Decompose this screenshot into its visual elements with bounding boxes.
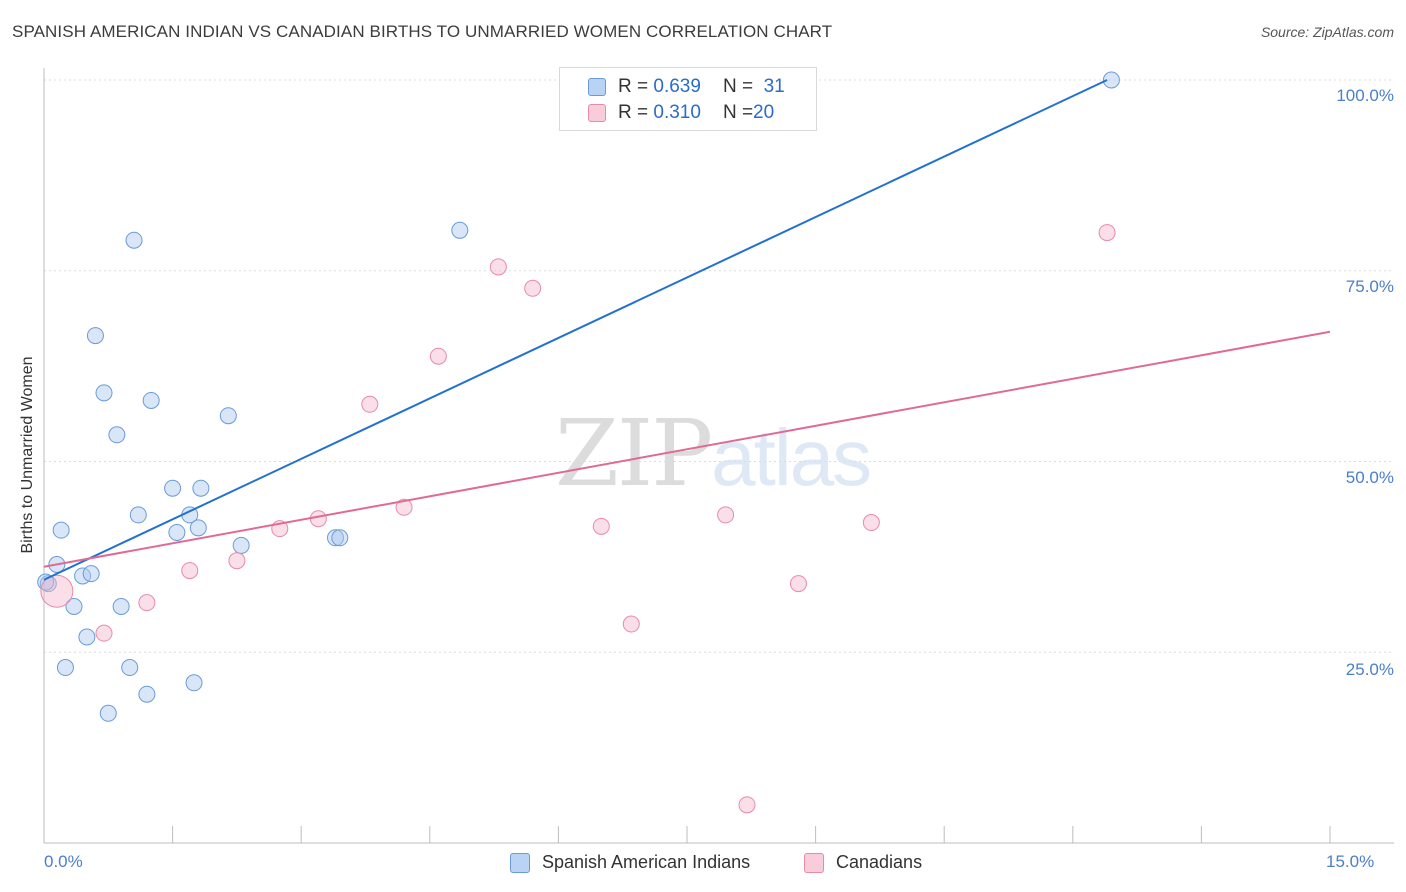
blue-point-8 (86, 327, 104, 345)
blue-point-14 (125, 231, 143, 249)
chart-title: SPANISH AMERICAN INDIAN VS CANADIAN BIRT… (12, 22, 833, 41)
blue-point-16 (138, 685, 156, 703)
y-tick-label-50: 50.0% (1345, 468, 1394, 487)
legend-swatch-blue (588, 78, 606, 96)
blue-point-18 (164, 479, 182, 497)
x-tick-label-min: 0.0% (44, 852, 83, 871)
legend-n-value: 31 (763, 76, 785, 97)
blue-point-3 (56, 659, 74, 677)
pink-point-2 (138, 594, 156, 612)
legend-r-label: R = (618, 102, 649, 123)
blue-trend-line (43, 79, 1108, 581)
legend-row-blue: R = 0.639 N = 31 (588, 75, 785, 99)
watermark: ZIPatlas (555, 400, 872, 507)
blue-point-13 (121, 659, 139, 677)
blue-point-6 (78, 628, 96, 646)
source-credit: Source: ZipAtlas.com (1260, 24, 1394, 40)
y-tick-label-100: 100.0% (1336, 86, 1394, 105)
y-axis-label: Births to Unmarried Women (19, 356, 36, 554)
blue-point-10 (99, 704, 117, 722)
pink-point-11 (524, 279, 542, 297)
pink-point-9 (429, 347, 447, 365)
pink-point-18 (1098, 224, 1116, 242)
blue-point-11 (108, 426, 126, 444)
legend-n-label: N = (722, 102, 754, 123)
blue-point-29 (1102, 71, 1120, 89)
legend-n-label: N = (722, 76, 754, 97)
blue-point-12 (112, 597, 130, 615)
watermark-atlas: atlas (711, 413, 872, 502)
x-tick-label-max: 15.0% (1326, 852, 1375, 871)
pink-point-10 (489, 258, 507, 276)
pink-point-14 (717, 506, 735, 524)
blue-point-25 (232, 536, 250, 554)
pink-point-17 (862, 514, 880, 532)
pink-point-15 (738, 796, 756, 814)
pink-trend-line (43, 330, 1331, 568)
blue-point-15 (129, 506, 147, 524)
legend-r-value: 0.639 (653, 76, 701, 97)
blue-point-9 (95, 384, 113, 402)
pink-point-7 (361, 395, 379, 413)
bottom-legend-swatch-blue (510, 852, 530, 873)
blue-point-27 (331, 529, 349, 547)
pink-point-13 (622, 615, 640, 633)
pink-point-3 (181, 562, 199, 580)
blue-point-4 (65, 597, 83, 615)
bottom-legend-blue: Spanish American Indians (510, 852, 750, 873)
blue-point-22 (189, 519, 207, 537)
blue-point-17 (142, 391, 160, 409)
pink-point-16 (789, 575, 807, 593)
blue-point-28 (451, 221, 469, 239)
legend-r-label: R = (618, 76, 649, 97)
legend-r-value: 0.310 (653, 102, 701, 123)
blue-point-23 (192, 479, 210, 497)
blue-point-2 (52, 521, 70, 539)
blue-point-24 (219, 407, 237, 425)
bottom-legend-label-blue: Spanish American Indians (542, 852, 751, 872)
y-tick-label-25: 25.0% (1345, 660, 1394, 679)
pink-point-1 (95, 624, 113, 642)
legend-n-value: 20 (753, 102, 775, 123)
pink-point-4 (228, 552, 246, 570)
bottom-legend-pink: Canadians (804, 852, 922, 873)
pink-point-12 (592, 517, 610, 535)
bottom-legend-label-pink: Canadians (836, 852, 923, 872)
pink-point-6 (309, 510, 327, 528)
pink-point-8 (395, 498, 413, 516)
y-tick-label-75: 75.0% (1345, 277, 1394, 296)
blue-point-26 (326, 529, 344, 547)
blue-point-21 (185, 674, 203, 692)
correlation-legend: R = 0.639 N = 31 R = 0.310 N = 20 (559, 67, 817, 131)
pink-point-0 (40, 574, 74, 608)
bottom-legend-swatch-pink (804, 852, 824, 873)
legend-row-pink: R = 0.310 N = 20 (588, 101, 774, 125)
blue-point-19 (168, 523, 186, 541)
watermark-zip: ZIP (555, 400, 713, 507)
legend-swatch-pink (588, 104, 606, 122)
blue-point-7 (82, 565, 100, 583)
